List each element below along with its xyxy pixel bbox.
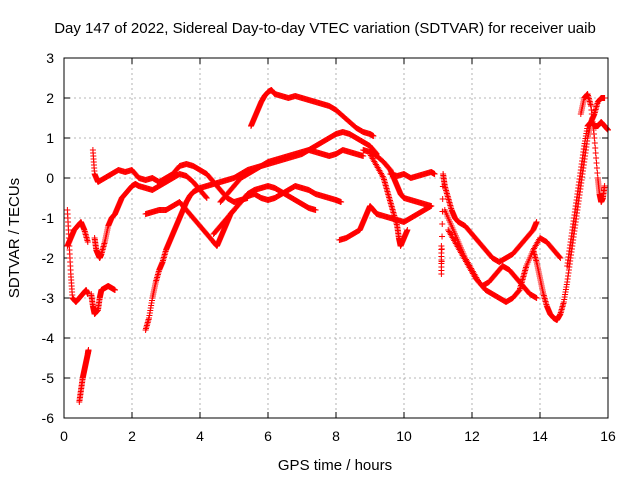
plus-marker: [438, 258, 445, 265]
x-tick-label: 14: [532, 428, 548, 444]
plus-marker: [533, 295, 540, 301]
plus-marker: [85, 347, 92, 353]
series-arc-21: [577, 91, 608, 205]
series-arc-12: [336, 203, 435, 243]
x-tick-label: 6: [264, 428, 272, 444]
y-tick-label: -5: [42, 370, 55, 386]
x-tick-label: 10: [396, 428, 412, 444]
series-arc-1: [64, 207, 91, 305]
plus-marker: [557, 255, 564, 261]
y-tick-label: -3: [42, 290, 55, 306]
plus-marker: [84, 239, 91, 245]
x-tick-label: 4: [196, 428, 204, 444]
plus-marker: [312, 207, 319, 213]
y-tick-label: 2: [46, 90, 54, 106]
x-tick-label: 16: [600, 428, 616, 444]
plus-marker: [439, 233, 446, 240]
plus-marker: [601, 95, 608, 101]
series-arc-10: [217, 147, 367, 205]
plus-marker: [112, 287, 118, 293]
data-points: [64, 87, 611, 405]
series-arc-16: [438, 171, 540, 277]
series-arc-15: [387, 169, 438, 181]
plus-marker: [360, 153, 367, 159]
plus-marker: [439, 221, 446, 227]
series-arc-4: [88, 283, 118, 317]
plot-frame: [63, 57, 609, 419]
y-tick-label: -4: [42, 330, 55, 346]
plus-marker: [431, 171, 438, 177]
plus-marker: [404, 227, 411, 233]
plus-marker: [438, 246, 445, 252]
series-arc-18: [445, 227, 540, 301]
x-tick-label: 8: [332, 428, 340, 444]
y-tick-label: -1: [42, 210, 55, 226]
series-arc-19: [530, 95, 608, 323]
series-arc-14: [367, 151, 411, 249]
x-tick-label: 2: [128, 428, 136, 444]
plus-marker: [438, 271, 445, 277]
y-tick-labels: -6 -5 -4 -3 -2 -1 0 1 2 3: [42, 50, 55, 426]
y-tick-label: 1: [46, 130, 54, 146]
series-arc-13: [360, 147, 435, 209]
x-tick-labels: 0 2 4 6 8 10 12 14 16: [60, 428, 616, 444]
chart-title: Day 147 of 2022, Sidereal Day-to-day VTE…: [54, 20, 596, 37]
y-tick-label: 3: [46, 50, 54, 66]
plus-marker: [202, 194, 209, 200]
x-axis-label: GPS time / hours: [278, 457, 392, 474]
series-arc-9: [210, 183, 345, 237]
plus-marker: [556, 254, 563, 260]
plus-marker: [370, 133, 377, 139]
series-arc-2: [64, 219, 91, 249]
series-arc-3: [76, 347, 92, 405]
y-tick-label: -2: [42, 250, 55, 266]
plus-marker: [338, 199, 345, 205]
plus-marker: [601, 183, 608, 189]
y-tick-label: 0: [46, 170, 54, 186]
y-tick-label: -6: [42, 410, 55, 426]
plus-marker: [203, 195, 210, 201]
x-tick-label: 12: [464, 428, 480, 444]
plus-marker: [428, 203, 435, 209]
plus-marker: [439, 196, 446, 202]
x-tick-label: 0: [60, 428, 68, 444]
plus-marker: [533, 219, 540, 225]
series-arc-6: [91, 171, 210, 261]
series-arc-7: [142, 129, 380, 333]
y-axis-label: SDTVAR / TECUs: [6, 178, 23, 298]
series-arc-11: [248, 87, 377, 139]
